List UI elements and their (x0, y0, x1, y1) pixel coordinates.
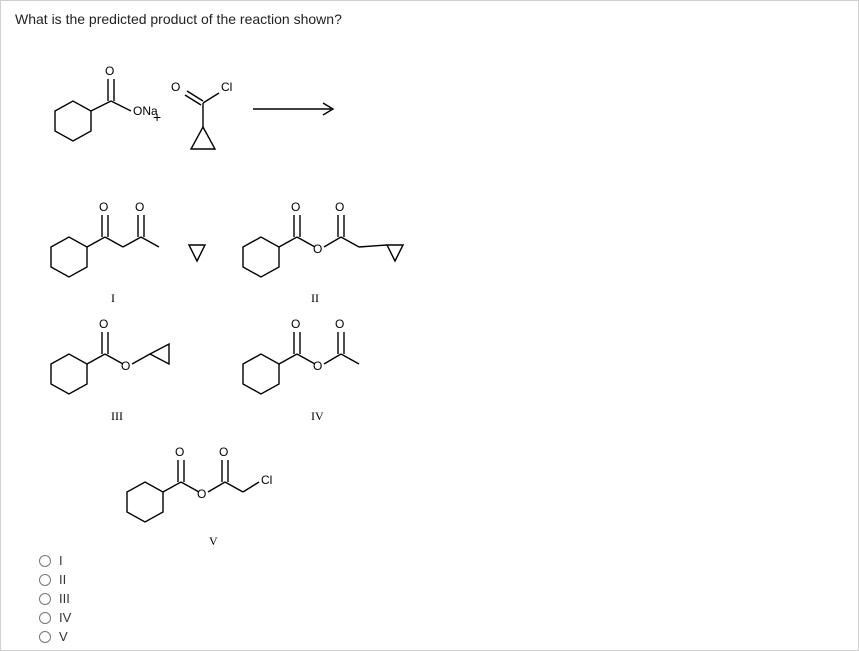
option-v-label: V (59, 629, 68, 644)
option-iv-label: IV (59, 610, 71, 625)
reaction-arrow-icon (251, 99, 341, 124)
plus-sign: + (153, 109, 161, 125)
radio-v[interactable] (39, 631, 51, 643)
svg-text:O: O (313, 359, 322, 373)
question-card: What is the predicted product of the rea… (0, 0, 859, 651)
svg-text:O: O (219, 445, 228, 459)
svg-text:O: O (99, 200, 108, 214)
radio-iv[interactable] (39, 612, 51, 624)
svg-text:O: O (335, 200, 344, 214)
svg-text:O: O (175, 445, 184, 459)
product-2: O O O (227, 189, 427, 294)
option-iii-label: III (59, 591, 70, 606)
option-iii[interactable]: III (39, 591, 71, 606)
product-4-label: IV (311, 409, 324, 424)
reactant-2: O Cl (161, 69, 251, 174)
svg-text:O: O (335, 317, 344, 331)
option-iv[interactable]: IV (39, 610, 71, 625)
option-ii-label: II (59, 572, 66, 587)
product-1: O O (35, 189, 225, 294)
answer-options: I II III IV V (39, 553, 71, 648)
carbonyl-o: O (105, 64, 114, 78)
product-3: O O (35, 314, 215, 409)
svg-text:O: O (121, 359, 130, 373)
product-5-label: V (209, 534, 218, 549)
svg-text:O: O (197, 487, 206, 501)
question-text: What is the predicted product of the rea… (15, 11, 844, 27)
svg-text:O: O (99, 317, 108, 331)
option-v[interactable]: V (39, 629, 71, 644)
radio-i[interactable] (39, 555, 51, 567)
reactant-1: O ONa (35, 61, 165, 166)
svg-text:O: O (291, 317, 300, 331)
acyl-cl: Cl (221, 80, 232, 94)
acyl-o: O (171, 80, 180, 94)
svg-text:O: O (291, 200, 300, 214)
product-2-label: II (311, 291, 319, 306)
option-ii[interactable]: II (39, 572, 71, 587)
svg-text:O: O (135, 200, 144, 214)
option-i-label: I (59, 553, 63, 568)
product-3-label: III (111, 409, 123, 424)
product-4: O O O (227, 314, 407, 409)
option-i[interactable]: I (39, 553, 71, 568)
diagram-area: O ONa + O Cl (15, 39, 844, 539)
radio-ii[interactable] (39, 574, 51, 586)
svg-text:O: O (313, 242, 322, 256)
product-5: O O O Cl (111, 434, 311, 539)
p5-cl: Cl (261, 473, 272, 487)
radio-iii[interactable] (39, 593, 51, 605)
product-1-label: I (111, 291, 115, 306)
